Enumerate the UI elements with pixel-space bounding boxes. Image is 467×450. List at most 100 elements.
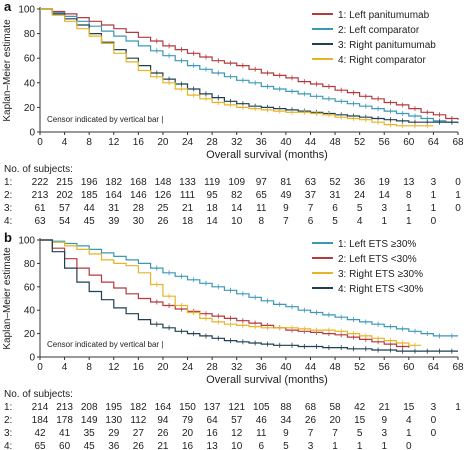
- subjects-cell: 0: [431, 216, 437, 227]
- subjects-cell: 1: [332, 441, 338, 450]
- subjects-cell: 1: [431, 190, 437, 201]
- subjects-cell: 45: [84, 441, 96, 450]
- subjects-cell: 39: [108, 216, 120, 227]
- subjects-cell: 146: [130, 190, 147, 201]
- subjects-cell: 21: [379, 402, 391, 413]
- censor-note: Censor indicated by vertical bar |: [47, 115, 163, 124]
- subjects-cell: 97: [256, 177, 268, 188]
- x-tick-label: 4: [62, 137, 68, 148]
- subjects-cell: 63: [34, 216, 46, 227]
- x-tick-label: 44: [305, 362, 317, 373]
- subjects-cell: 1: [406, 203, 412, 214]
- subjects-cell: 10: [231, 216, 243, 227]
- subjects-cell: 58: [329, 402, 341, 413]
- x-tick-label: 56: [379, 362, 391, 373]
- x-tick-label: 32: [231, 137, 243, 148]
- subjects-cell: 63: [305, 177, 317, 188]
- x-tick-label: 44: [305, 137, 317, 148]
- subjects-cell: 126: [155, 190, 172, 201]
- subjects-cell: 7: [283, 216, 289, 227]
- subjects-cell: 182: [130, 402, 147, 413]
- censor-note: Censor indicated by vertical bar |: [47, 340, 163, 349]
- subjects-cell: 111: [180, 190, 196, 201]
- y-tick-label: 40: [24, 306, 36, 317]
- x-tick-label: 12: [108, 362, 120, 373]
- x-tick-label: 52: [354, 137, 366, 148]
- subjects-cell: 0: [406, 441, 412, 450]
- subjects-cell: 202: [56, 190, 73, 201]
- subjects-cell: 35: [84, 428, 96, 439]
- subjects-cell: 88: [280, 402, 292, 413]
- subjects-cell: 213: [32, 190, 49, 201]
- x-tick-label: 60: [403, 137, 415, 148]
- subjects-cell: 5: [357, 203, 363, 214]
- subjects-cell: 11: [256, 428, 267, 439]
- subjects-cell: 14: [207, 216, 219, 227]
- subjects-cell: 15: [403, 402, 415, 413]
- x-tick-label: 36: [256, 362, 268, 373]
- subjects-cell: 26: [157, 428, 169, 439]
- panel-label: b: [4, 230, 12, 245]
- series-line-4: [40, 8, 434, 127]
- x-tick-label: 8: [86, 362, 92, 373]
- subjects-cell: 31: [329, 190, 341, 201]
- subjects-cell: 182: [105, 177, 122, 188]
- subjects-cell: 214: [32, 402, 49, 413]
- subjects-cell: 16: [207, 428, 219, 439]
- y-tick-label: 100: [18, 236, 35, 247]
- subjects-cell: 109: [228, 177, 245, 188]
- legend-label-3: 3: Right ETS ≥30%: [338, 269, 423, 280]
- subjects-cell: 44: [84, 203, 96, 214]
- x-tick-label: 64: [428, 362, 440, 373]
- subjects-cell: 164: [105, 190, 122, 201]
- subjects-cell: 81: [280, 177, 292, 188]
- subjects-cell: 34: [280, 415, 292, 426]
- legend-label-2: 2: Left comparator: [338, 25, 420, 36]
- subjects-cell: 148: [155, 177, 172, 188]
- x-tick-label: 32: [231, 362, 243, 373]
- series-line-2: [40, 8, 459, 124]
- subjects-cell: 20: [329, 415, 341, 426]
- subjects-cell: 137: [204, 402, 221, 413]
- legend-label-4: 4: Right comparator: [338, 55, 426, 66]
- subjects-cell: 130: [105, 415, 122, 426]
- y-tick-label: 20: [24, 103, 36, 114]
- subjects-cell: 54: [59, 216, 71, 227]
- subjects-row-label: 4:: [4, 441, 12, 450]
- subjects-cell: 20: [182, 428, 194, 439]
- subjects-row-label: 3:: [4, 203, 12, 214]
- subjects-cell: 94: [157, 415, 169, 426]
- subjects-row-label: 1:: [4, 402, 12, 413]
- subjects-cell: 36: [354, 177, 366, 188]
- subjects-cell: 1: [455, 402, 461, 413]
- subjects-cell: 16: [182, 441, 194, 450]
- subjects-cell: 12: [231, 428, 243, 439]
- subjects-cell: 5: [357, 428, 363, 439]
- y-tick-label: 20: [24, 329, 36, 340]
- x-tick-label: 4: [62, 362, 68, 373]
- subjects-cell: 42: [34, 428, 46, 439]
- x-tick-label: 20: [157, 137, 169, 148]
- x-tick-label: 48: [329, 137, 341, 148]
- subjects-cell: 52: [329, 177, 341, 188]
- subjects-cell: 0: [455, 203, 461, 214]
- y-tick-label: 60: [24, 282, 36, 293]
- subjects-cell: 4: [357, 216, 363, 227]
- subjects-cell: 57: [59, 203, 71, 214]
- x-tick-label: 40: [280, 137, 292, 148]
- y-tick-label: 0: [29, 128, 35, 139]
- subjects-cell: 7: [332, 428, 338, 439]
- subjects-cell: 27: [133, 428, 145, 439]
- subjects-cell: 14: [379, 190, 391, 201]
- x-tick-label: 56: [379, 137, 391, 148]
- subjects-cell: 178: [56, 415, 73, 426]
- subjects-cell: 1: [455, 190, 461, 201]
- panel-label: a: [4, 0, 12, 14]
- subjects-cell: 31: [108, 203, 120, 214]
- subjects-cell: 37: [305, 190, 317, 201]
- subjects-cell: 3: [308, 441, 314, 450]
- x-tick-label: 24: [182, 137, 194, 148]
